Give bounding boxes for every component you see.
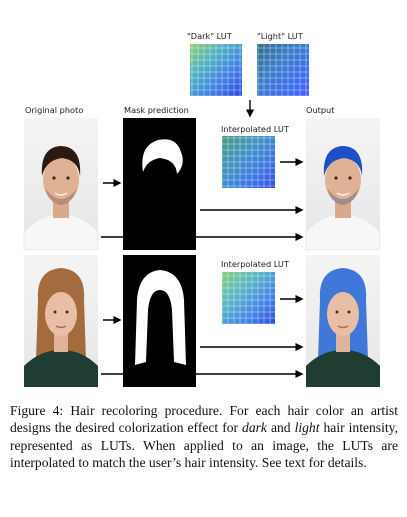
figure-caption: Figure 4: Hair recoloring procedure. For… [10,402,398,472]
interpolated-lut-2-image [222,272,275,324]
original-photo-man [23,118,99,251]
caption-prefix: Figure 4: [10,403,64,418]
interpolated-lut-1-image [222,136,275,188]
caption-light: light [294,420,320,436]
output-photo-woman [306,255,380,387]
interpolated-lut-label-2: Interpolated LUT [221,259,289,269]
figure-4: "Dark" LUT "Light" LUT Original photo Ma… [23,31,381,387]
caption-part3: hair intensity, represented as LUTs. Whe… [10,420,398,471]
interpolated-lut-label-1: Interpolated LUT [221,124,289,134]
light-lut-image [257,44,309,96]
output-label: Output [306,105,335,115]
mask-prediction-label: Mask prediction [124,105,189,115]
caption-dark: dark [242,420,267,436]
mask-prediction-2 [123,255,196,387]
caption-part1: Hair recoloring procedure. For each hair… [10,403,398,436]
light-lut-label: "Light" LUT [257,31,303,41]
dark-lut-label: "Dark" LUT [187,31,232,41]
output-photo-man [305,118,381,251]
caption-part2: and [266,420,295,436]
dark-lut-image [190,44,242,96]
mask-prediction-1 [123,118,196,250]
figure-graphics [23,44,381,387]
original-photo-woman [24,255,98,387]
original-photo-label: Original photo [25,105,84,115]
